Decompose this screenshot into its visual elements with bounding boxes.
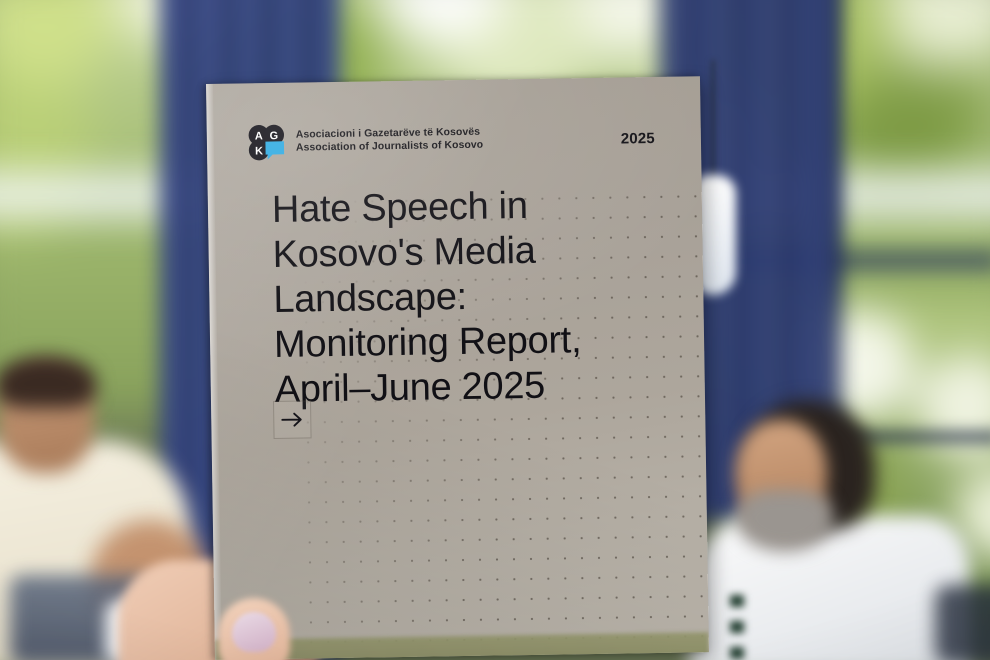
cover-title: Hate Speech in Kosovo's Media Landscape:… bbox=[272, 182, 675, 413]
pendant-lamp-cord bbox=[711, 60, 715, 180]
agk-logo-wordmark: Asociacioni i Gazetarëve të Kosovës Asso… bbox=[296, 127, 484, 155]
cover-year: 2025 bbox=[620, 129, 656, 148]
title-line-2: Kosovo's Media bbox=[272, 229, 536, 276]
title-line-1: Hate Speech in bbox=[271, 184, 528, 231]
agk-logo: A G K Asociacioni i Gazetarëve të Kosovë… bbox=[247, 120, 484, 164]
svg-text:A: A bbox=[255, 130, 263, 142]
person-left-hair bbox=[0, 356, 96, 408]
logo-line-english: Association of Journalists of Kosovo bbox=[295, 139, 484, 154]
svg-text:K: K bbox=[255, 145, 263, 157]
agk-logo-mark: A G K bbox=[247, 123, 288, 164]
svg-text:G: G bbox=[269, 130, 278, 142]
title-line-4: Monitoring Report, bbox=[273, 319, 582, 366]
shirt-buttons bbox=[730, 595, 744, 660]
fingernail bbox=[232, 612, 276, 652]
chair bbox=[935, 585, 990, 660]
title-line-5: April–June 2025 bbox=[274, 364, 546, 411]
person-right-beard bbox=[737, 490, 833, 552]
arrow-right-icon bbox=[272, 400, 312, 439]
title-line-3: Landscape: bbox=[273, 275, 468, 321]
report-booklet: A G K Asociacioni i Gazetarëve të Kosovë… bbox=[206, 76, 709, 660]
